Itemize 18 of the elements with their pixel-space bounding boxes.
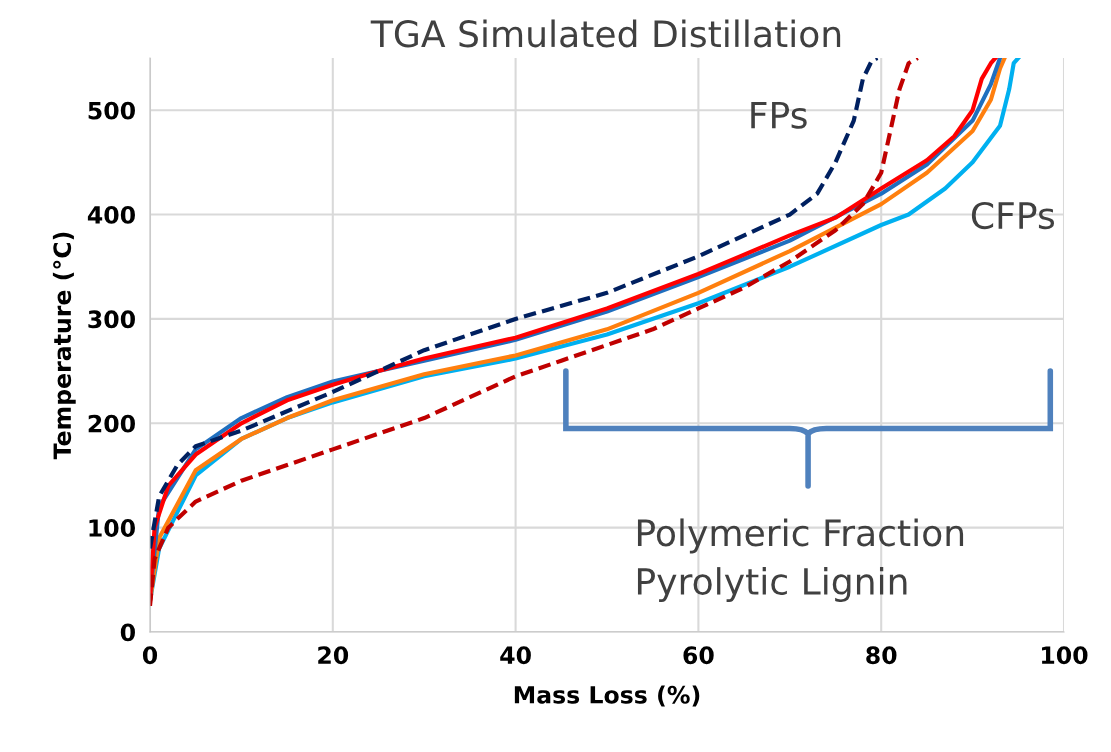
y-tick-label: 0 (120, 623, 135, 642)
y-tick-label: 400 (87, 205, 135, 224)
y-tick-label: 100 (89, 519, 135, 537)
annotation: Polymeric Fraction Pyrolytic Lignin (637, 518, 964, 603)
x-tick-label: 80 (866, 646, 897, 665)
x-tick-label: 100 (1042, 646, 1088, 665)
x-axis-title: Mass Loss (%) (514, 685, 700, 707)
chart-title: TGA Simulated Distillation (370, 19, 841, 48)
x-tick-label: 40 (500, 646, 531, 665)
x-tick-label: 60 (683, 646, 714, 665)
annotation: FPs (751, 101, 807, 129)
y-tick-label: 200 (88, 414, 135, 433)
y-axis-title: Temperature (°C) (52, 232, 76, 460)
annotation: CFPs (971, 201, 1055, 230)
y-tick-label: 300 (88, 310, 135, 329)
x-tick-label: 20 (318, 646, 349, 665)
x-tick-label: 0 (142, 646, 158, 665)
y-tick-label: 500 (88, 101, 135, 120)
